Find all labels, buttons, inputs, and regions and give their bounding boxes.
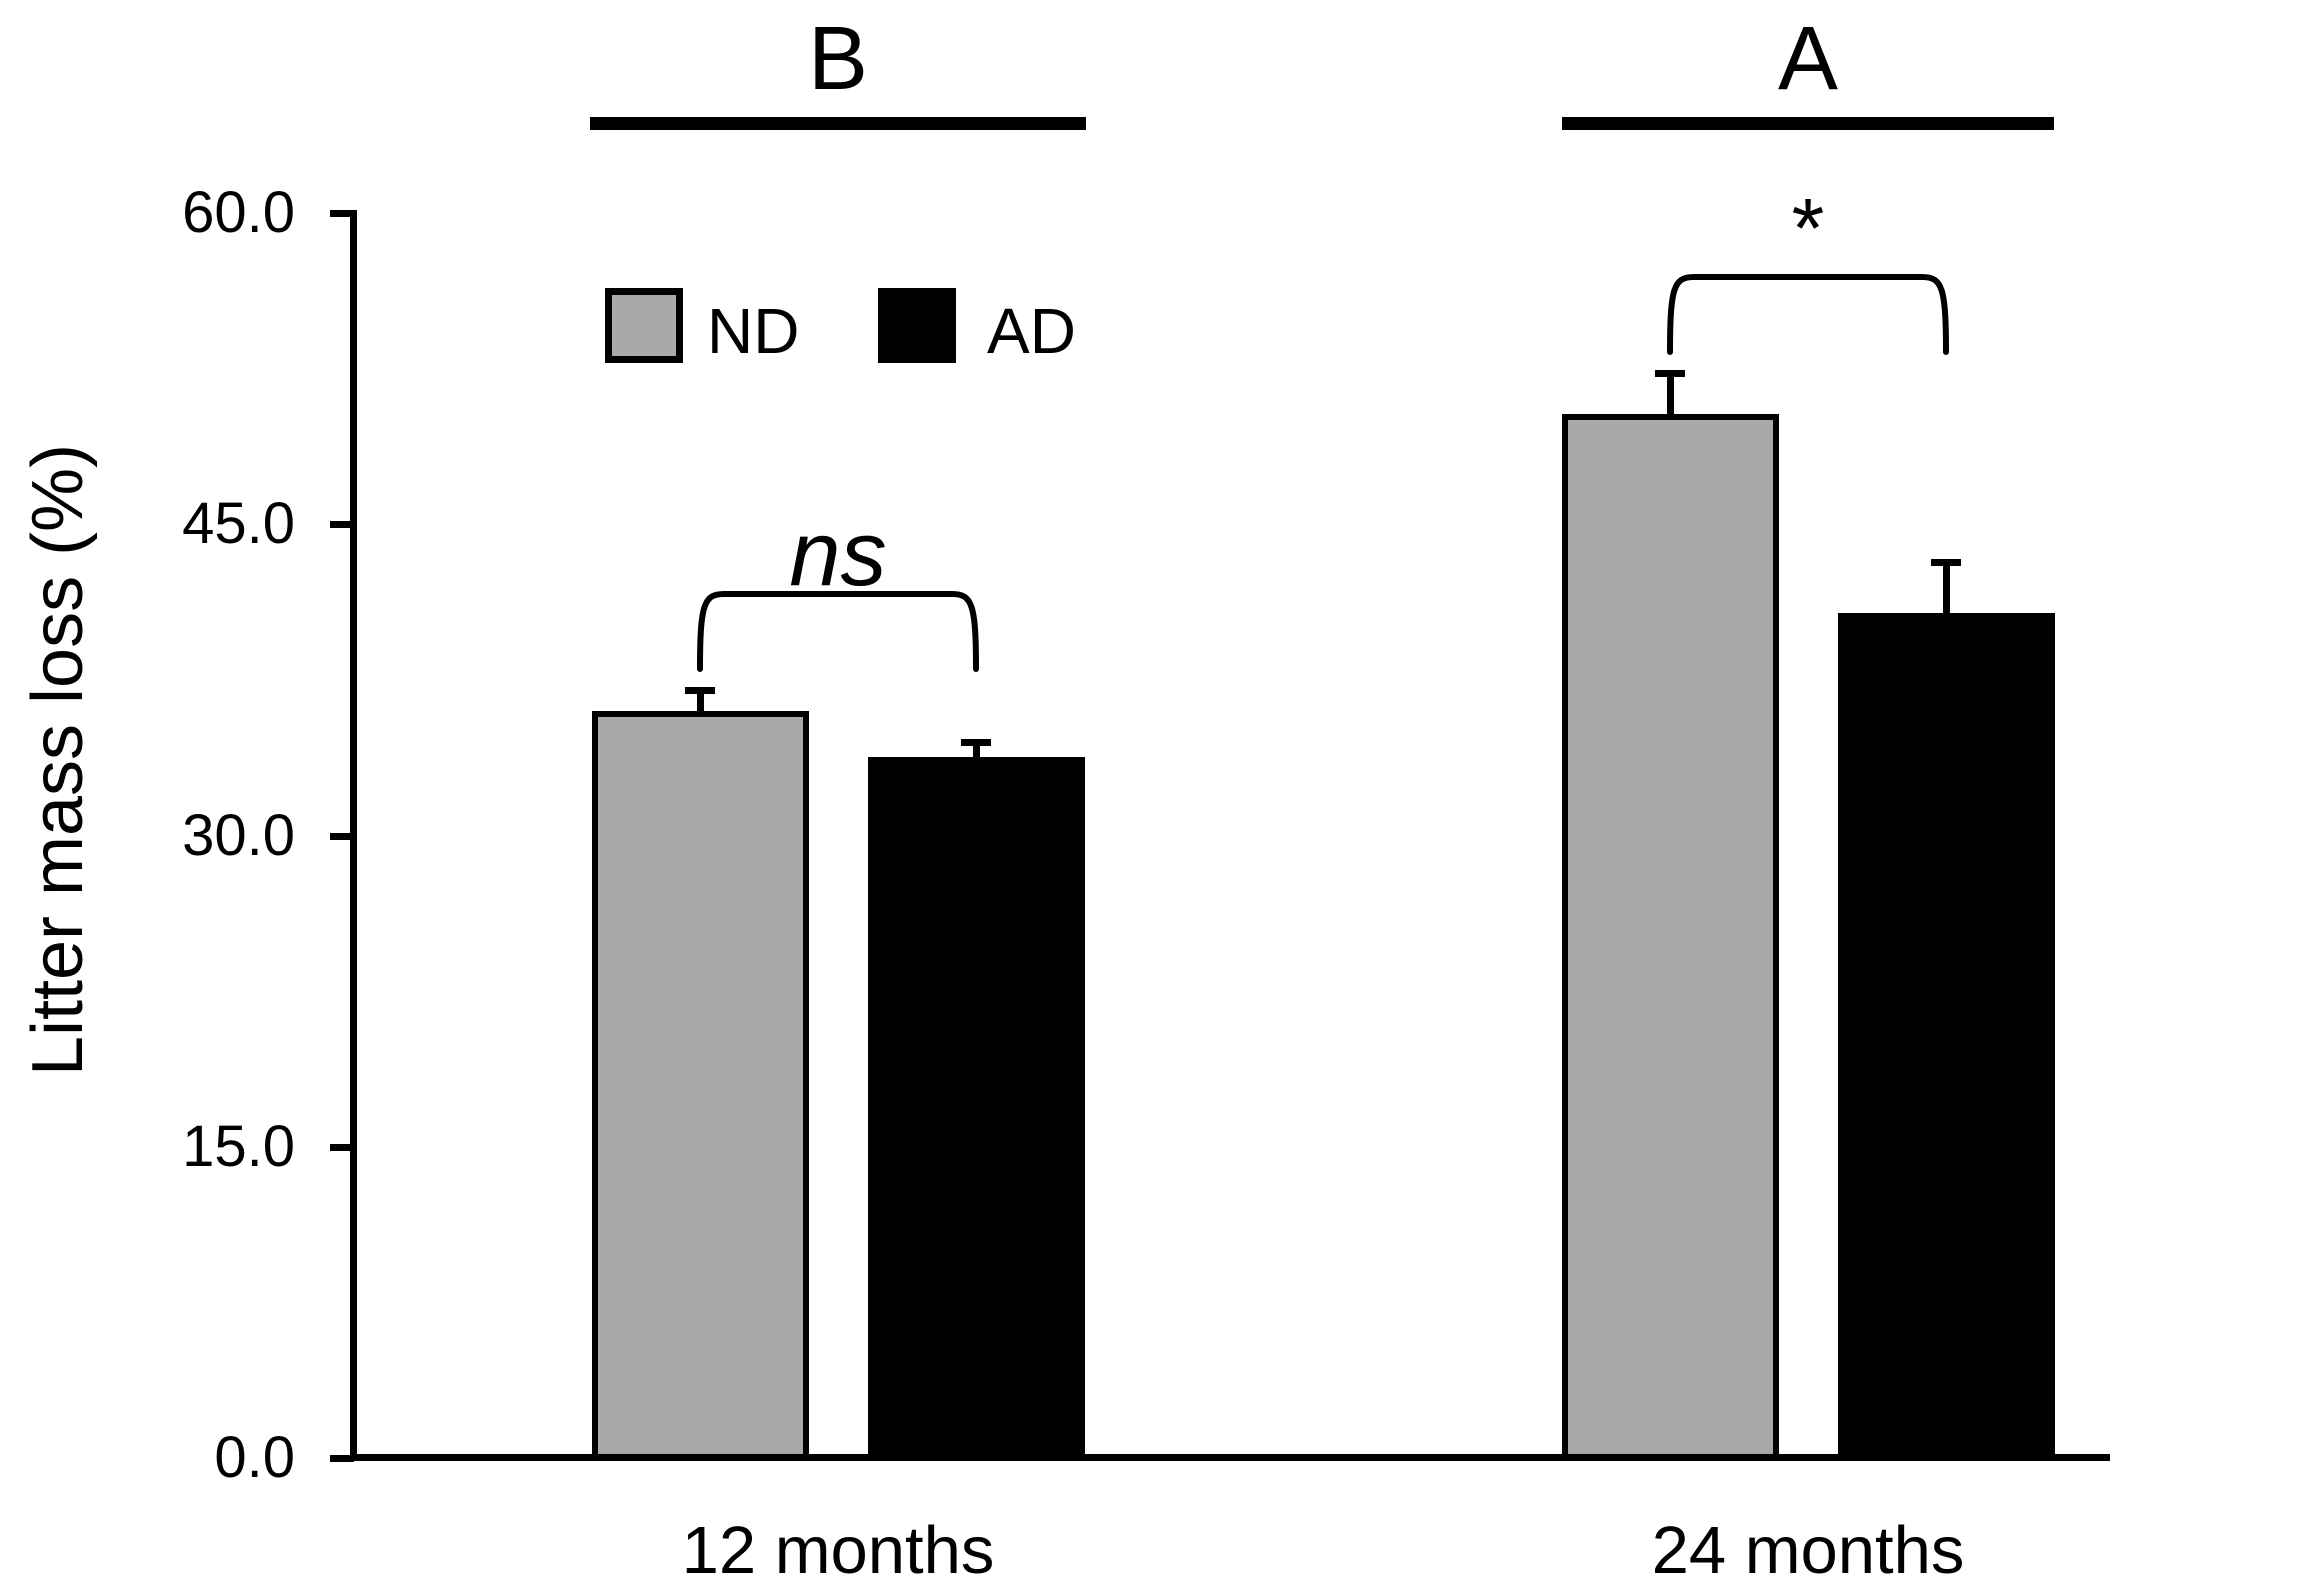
legend-label-nd: ND	[707, 295, 800, 367]
error-bar-cap	[961, 739, 991, 746]
bar-ad-12-months	[868, 757, 1085, 1461]
significance-label-ns: ns	[789, 503, 887, 605]
error-bar-cap	[685, 687, 715, 694]
y-tick-label: 0.0	[214, 1425, 295, 1490]
error-bar-line	[973, 742, 980, 757]
y-tick-label: 45.0	[182, 491, 295, 556]
legend-label-ad: AD	[987, 295, 1076, 367]
error-bar-line	[1943, 562, 1950, 613]
error-bar-cap	[1931, 559, 1961, 566]
error-bar-line	[697, 690, 704, 711]
group-underline-b	[590, 117, 1086, 130]
y-tick-mark	[330, 1455, 354, 1462]
group-underline-a	[1562, 117, 2054, 130]
y-tick-label: 15.0	[182, 1114, 295, 1179]
y-tick-label: 60.0	[182, 180, 295, 245]
significance-label-star: *	[1791, 181, 1825, 275]
legend-swatch-ad	[878, 288, 956, 363]
error-bar-line	[1667, 373, 1674, 414]
y-tick-mark	[330, 833, 354, 840]
y-tick-mark	[330, 1144, 354, 1151]
significance-bracket-12-months	[697, 591, 979, 672]
y-tick-mark	[330, 521, 354, 528]
x-category-label-12-months: 12 months	[681, 1513, 995, 1588]
error-bar-cap	[1655, 370, 1685, 377]
group-letter-a: A	[1777, 9, 1839, 109]
y-tick-label: 30.0	[182, 803, 295, 868]
y-tick-mark	[330, 210, 354, 217]
bar-nd-12-months	[592, 711, 809, 1461]
bar-ad-24-months	[1838, 613, 2055, 1461]
bar-nd-24-months	[1562, 414, 1779, 1461]
significance-bracket-24-months	[1667, 274, 1949, 355]
x-category-label-24-months: 24 months	[1651, 1513, 1965, 1588]
x-axis-line	[350, 1454, 2110, 1461]
legend-swatch-nd	[605, 288, 683, 363]
group-letter-b: B	[807, 9, 869, 109]
